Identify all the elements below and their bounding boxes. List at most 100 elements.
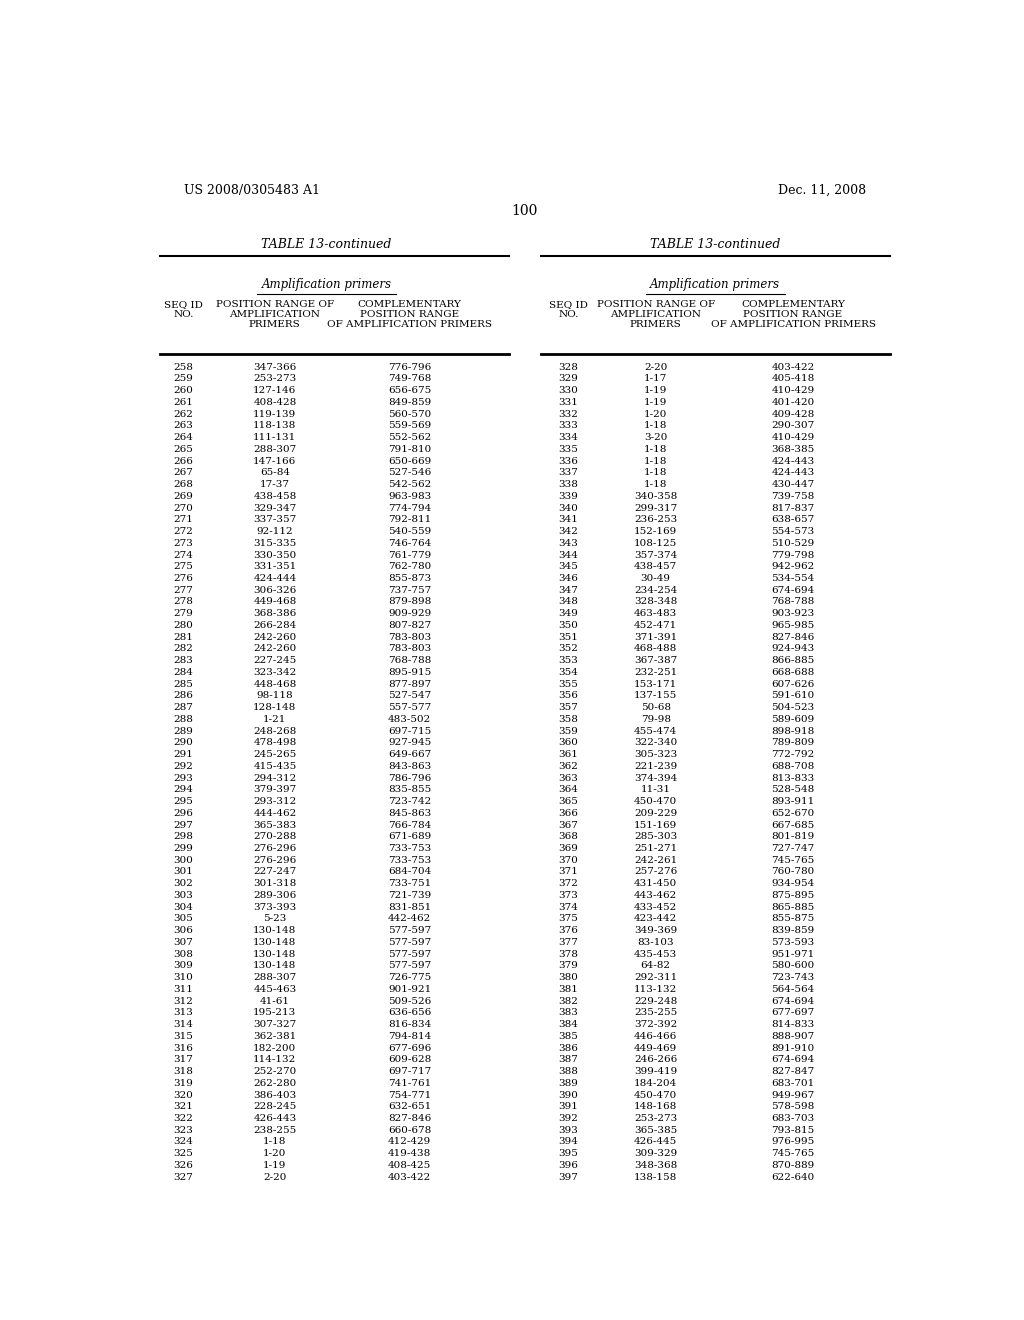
Text: 766-784: 766-784	[388, 821, 431, 829]
Text: 403-422: 403-422	[388, 1172, 431, 1181]
Text: 384: 384	[558, 1020, 579, 1030]
Text: 445-463: 445-463	[253, 985, 296, 994]
Text: 348: 348	[558, 598, 579, 606]
Text: 320: 320	[174, 1090, 194, 1100]
Text: 697-717: 697-717	[388, 1067, 431, 1076]
Text: 483-502: 483-502	[388, 715, 431, 723]
Text: 286: 286	[174, 692, 194, 701]
Text: 557-577: 557-577	[388, 704, 431, 711]
Text: 875-895: 875-895	[771, 891, 815, 900]
Text: 794-814: 794-814	[388, 1032, 431, 1041]
Text: 328: 328	[558, 363, 579, 372]
Text: 410-429: 410-429	[771, 433, 815, 442]
Text: 289: 289	[174, 726, 194, 735]
Text: 2-20: 2-20	[644, 363, 668, 372]
Text: 424-443: 424-443	[771, 457, 815, 466]
Text: 791-810: 791-810	[388, 445, 431, 454]
Text: 11-31: 11-31	[641, 785, 671, 795]
Text: 426-445: 426-445	[634, 1138, 677, 1147]
Text: 292-311: 292-311	[634, 973, 677, 982]
Text: 113-132: 113-132	[634, 985, 677, 994]
Text: 552-562: 552-562	[388, 433, 431, 442]
Text: 307-327: 307-327	[253, 1020, 296, 1030]
Text: 1-18: 1-18	[644, 421, 668, 430]
Text: 153-171: 153-171	[634, 680, 677, 689]
Text: 64-82: 64-82	[641, 961, 671, 970]
Text: 674-694: 674-694	[771, 997, 815, 1006]
Text: 843-863: 843-863	[388, 762, 431, 771]
Text: 372-392: 372-392	[634, 1020, 677, 1030]
Text: 322-340: 322-340	[634, 738, 677, 747]
Text: 335: 335	[558, 445, 579, 454]
Text: 362-381: 362-381	[253, 1032, 296, 1041]
Text: 1-18: 1-18	[644, 457, 668, 466]
Text: 269: 269	[174, 492, 194, 500]
Text: 373-393: 373-393	[253, 903, 296, 912]
Text: 1-19: 1-19	[644, 397, 668, 407]
Text: 365-385: 365-385	[634, 1126, 677, 1135]
Text: 578-598: 578-598	[771, 1102, 815, 1111]
Text: 849-859: 849-859	[388, 397, 431, 407]
Text: 749-768: 749-768	[388, 375, 431, 383]
Text: 632-651: 632-651	[388, 1102, 431, 1111]
Text: 389: 389	[558, 1078, 579, 1088]
Text: 268: 268	[174, 480, 194, 490]
Text: 184-204: 184-204	[634, 1078, 677, 1088]
Text: 264: 264	[174, 433, 194, 442]
Text: 754-771: 754-771	[388, 1090, 431, 1100]
Text: 98-118: 98-118	[256, 692, 293, 701]
Text: 130-148: 130-148	[253, 927, 296, 935]
Text: 1-20: 1-20	[263, 1150, 287, 1158]
Text: 1-19: 1-19	[263, 1162, 287, 1170]
Text: 346: 346	[558, 574, 579, 583]
Text: 877-897: 877-897	[388, 680, 431, 689]
Text: 423-442: 423-442	[634, 915, 677, 924]
Text: 267: 267	[174, 469, 194, 478]
Text: 330-350: 330-350	[253, 550, 296, 560]
Text: 379-397: 379-397	[253, 785, 296, 795]
Text: 761-779: 761-779	[388, 550, 431, 560]
Text: 888-907: 888-907	[771, 1032, 815, 1041]
Text: 147-166: 147-166	[253, 457, 296, 466]
Text: 285-303: 285-303	[634, 833, 677, 841]
Text: 347: 347	[558, 586, 579, 595]
Text: 308: 308	[174, 949, 194, 958]
Text: 235-255: 235-255	[634, 1008, 677, 1018]
Text: 559-569: 559-569	[388, 421, 431, 430]
Text: 399-419: 399-419	[634, 1067, 677, 1076]
Text: 118-138: 118-138	[253, 421, 296, 430]
Text: 463-483: 463-483	[634, 610, 677, 618]
Text: 266: 266	[174, 457, 194, 466]
Text: 677-697: 677-697	[771, 1008, 815, 1018]
Text: 573-593: 573-593	[771, 939, 815, 946]
Text: 450-470: 450-470	[634, 1090, 677, 1100]
Text: POSITION RANGE OF
AMPLIFICATION
PRIMERS: POSITION RANGE OF AMPLIFICATION PRIMERS	[216, 300, 334, 330]
Text: 391: 391	[558, 1102, 579, 1111]
Text: 262: 262	[174, 409, 194, 418]
Text: 779-798: 779-798	[771, 550, 815, 560]
Text: 130-148: 130-148	[253, 939, 296, 946]
Text: 739-758: 739-758	[771, 492, 815, 500]
Text: 152-169: 152-169	[634, 527, 677, 536]
Text: 270-288: 270-288	[253, 833, 296, 841]
Text: 361: 361	[558, 750, 579, 759]
Text: 309-329: 309-329	[634, 1150, 677, 1158]
Text: 325: 325	[174, 1150, 194, 1158]
Text: 371: 371	[558, 867, 579, 876]
Text: 726-775: 726-775	[388, 973, 431, 982]
Text: 290: 290	[174, 738, 194, 747]
Text: 723-743: 723-743	[771, 973, 815, 982]
Text: 577-597: 577-597	[388, 939, 431, 946]
Text: 677-696: 677-696	[388, 1044, 431, 1052]
Text: 300: 300	[174, 855, 194, 865]
Text: 607-626: 607-626	[771, 680, 815, 689]
Text: 337: 337	[558, 469, 579, 478]
Text: 965-985: 965-985	[771, 620, 815, 630]
Text: 927-945: 927-945	[388, 738, 431, 747]
Text: 351: 351	[558, 632, 579, 642]
Text: 293: 293	[174, 774, 194, 783]
Text: 111-131: 111-131	[253, 433, 296, 442]
Text: 376: 376	[558, 927, 579, 935]
Text: 229-248: 229-248	[634, 997, 677, 1006]
Text: 331: 331	[558, 397, 579, 407]
